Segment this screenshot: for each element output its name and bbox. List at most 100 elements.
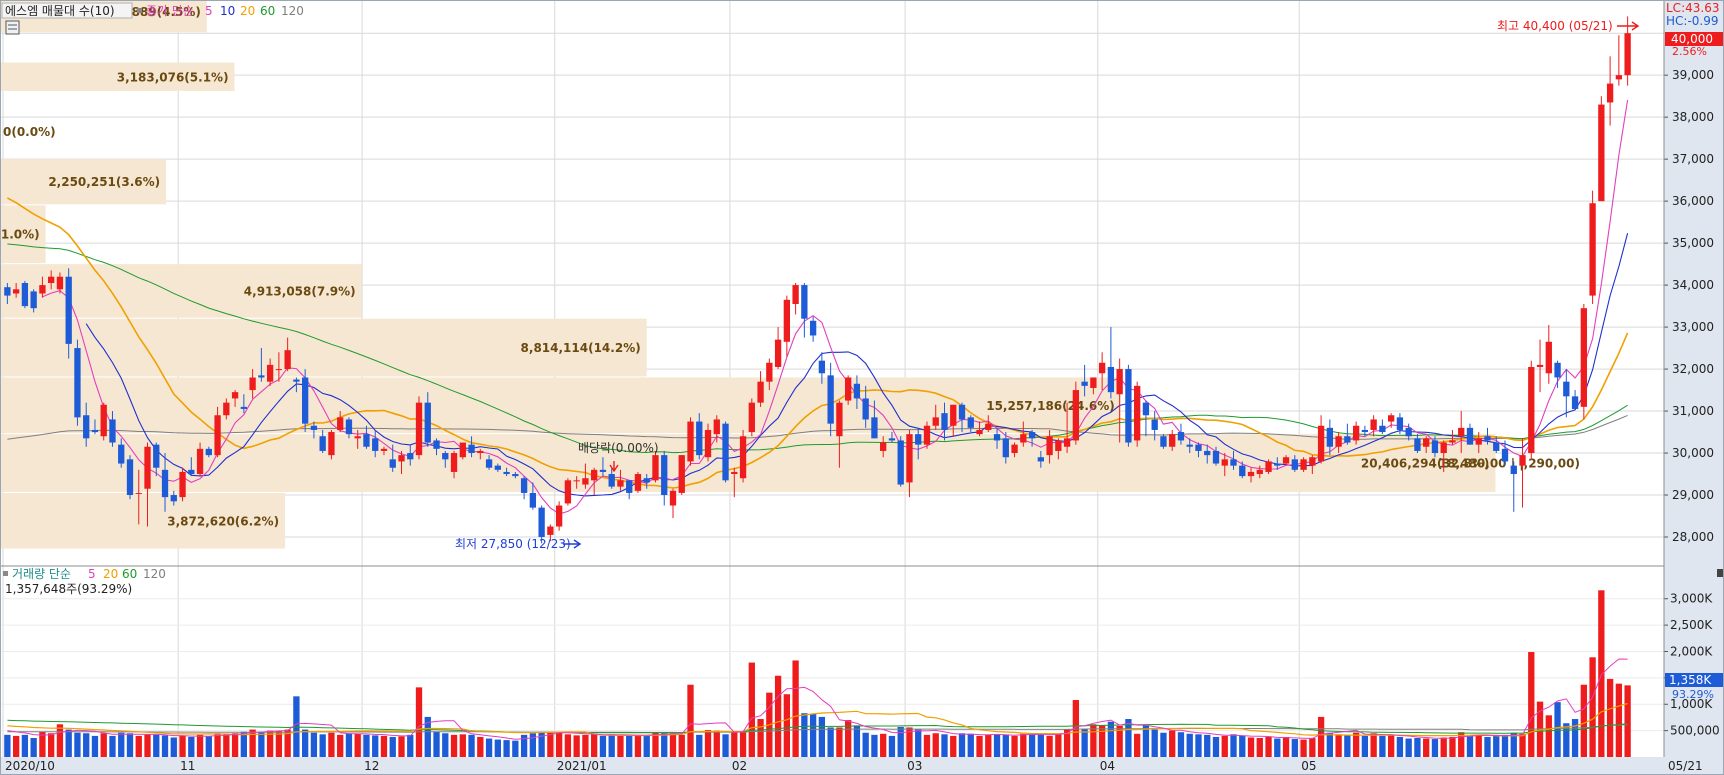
candle-body bbox=[389, 459, 396, 468]
current-volume: 1,358K bbox=[1669, 673, 1712, 687]
legend-ma10[interactable]: 10 bbox=[220, 4, 235, 18]
volume-bars bbox=[4, 590, 1631, 757]
candle-body bbox=[91, 429, 99, 433]
candle-body bbox=[573, 480, 580, 482]
volume-bar bbox=[170, 737, 177, 757]
price-tick-label: 34,000 bbox=[1672, 278, 1714, 292]
volume-bar bbox=[529, 733, 537, 757]
calculator-icon[interactable] bbox=[5, 20, 20, 35]
candle-body bbox=[1624, 33, 1631, 76]
candle-body bbox=[249, 377, 256, 391]
volume-legend-label[interactable]: 거래량 단순 bbox=[12, 567, 71, 581]
legend-ma5[interactable]: 5 bbox=[205, 4, 213, 18]
candle-body bbox=[1221, 459, 1228, 466]
candle-body bbox=[1580, 308, 1587, 407]
volume-bar bbox=[1571, 719, 1579, 757]
dividend-arrow-icon bbox=[609, 461, 619, 473]
volume-bar bbox=[258, 731, 265, 757]
candle-body bbox=[1204, 450, 1211, 456]
volume-bar bbox=[109, 735, 116, 757]
volume-bar bbox=[354, 733, 361, 757]
candle-body bbox=[766, 362, 773, 382]
candle-body bbox=[1300, 459, 1307, 470]
candle-body bbox=[494, 465, 501, 470]
volume-legend-ma60[interactable]: 60 bbox=[122, 567, 137, 581]
candle-body bbox=[258, 375, 265, 378]
volume-bar bbox=[652, 732, 659, 757]
volume-bar bbox=[1396, 736, 1404, 757]
volume-bar bbox=[1081, 729, 1088, 757]
price-tick-label: 31,000 bbox=[1672, 404, 1714, 418]
price-tick-label: 28,000 bbox=[1672, 530, 1714, 544]
candle-body bbox=[205, 448, 212, 456]
volume-bar bbox=[398, 736, 405, 757]
indicator-title-box[interactable] bbox=[1, 2, 133, 19]
candle-body bbox=[126, 459, 134, 496]
candle-body bbox=[1116, 369, 1123, 395]
candle-body bbox=[652, 455, 659, 481]
price-tick-label: 36,000 bbox=[1672, 194, 1714, 208]
volume-bar bbox=[1055, 734, 1062, 757]
volume-bar bbox=[1020, 733, 1027, 757]
candle-body bbox=[1370, 419, 1377, 430]
volume-legend-ma120[interactable]: 120 bbox=[143, 567, 166, 581]
candle-body bbox=[669, 490, 677, 506]
volume-bar bbox=[380, 735, 388, 757]
candle-body bbox=[1440, 442, 1447, 454]
candle-body bbox=[634, 474, 642, 491]
candle-body bbox=[118, 444, 125, 464]
volume-bar bbox=[310, 732, 318, 757]
candle-body bbox=[1326, 427, 1333, 447]
volume-bar bbox=[74, 732, 81, 757]
candle-body bbox=[1466, 427, 1474, 445]
legend-ma60[interactable]: 60 bbox=[260, 4, 275, 18]
volume-bar bbox=[845, 720, 852, 757]
volume-profile-label: 15,257,186(24.6%) bbox=[986, 399, 1115, 413]
volume-legend-ma20[interactable]: 20 bbox=[103, 567, 118, 581]
volume-bar bbox=[634, 734, 642, 757]
candle-body bbox=[337, 417, 344, 430]
candle-body bbox=[520, 478, 528, 493]
pane-close-icon[interactable] bbox=[1717, 569, 1723, 577]
legend-ma20[interactable]: 20 bbox=[240, 4, 255, 18]
candle-body bbox=[1510, 465, 1517, 475]
candle-body bbox=[678, 455, 685, 493]
volume-bar bbox=[389, 736, 396, 757]
volume-bar bbox=[1580, 684, 1587, 757]
candle-body bbox=[993, 434, 1001, 441]
volume-current-value: 1,357,648주(93.29%) bbox=[5, 582, 132, 596]
candle-body bbox=[372, 438, 379, 451]
volume-bar bbox=[266, 730, 274, 757]
candle-body bbox=[48, 276, 55, 283]
volume-bar bbox=[48, 733, 55, 757]
volume-bar bbox=[626, 735, 633, 757]
candle-body bbox=[319, 436, 326, 451]
candle-body bbox=[1020, 434, 1027, 443]
volume-bar bbox=[1291, 739, 1298, 757]
candle-body bbox=[144, 446, 151, 489]
volume-bar bbox=[941, 734, 948, 757]
volume-bar bbox=[1125, 719, 1132, 757]
lc-label: LC:43.63 bbox=[1666, 1, 1719, 15]
volume-bar bbox=[1107, 721, 1115, 757]
price-tick-label: 35,000 bbox=[1672, 236, 1714, 250]
legend-ma120[interactable]: 120 bbox=[281, 4, 304, 18]
price-tick-label: 38,000 bbox=[1672, 110, 1714, 124]
volume-bar bbox=[915, 729, 922, 757]
volume-bar bbox=[1116, 725, 1123, 757]
candle-body bbox=[153, 444, 160, 468]
volume-bar bbox=[1423, 738, 1430, 757]
candle-body bbox=[39, 285, 46, 294]
volume-bar bbox=[407, 734, 414, 757]
volume-bar bbox=[214, 733, 221, 757]
volume-bar bbox=[249, 729, 256, 757]
candle-body bbox=[950, 404, 957, 426]
candle-body bbox=[302, 377, 309, 424]
volume-bar bbox=[144, 734, 151, 757]
candle-body bbox=[818, 360, 826, 374]
volume-bar bbox=[1493, 735, 1500, 757]
candle-body bbox=[888, 438, 896, 441]
volume-legend-ma5[interactable]: 5 bbox=[88, 567, 96, 581]
legend-price-label[interactable]: 종가 단순 bbox=[146, 4, 194, 18]
candle-body bbox=[1107, 366, 1115, 393]
